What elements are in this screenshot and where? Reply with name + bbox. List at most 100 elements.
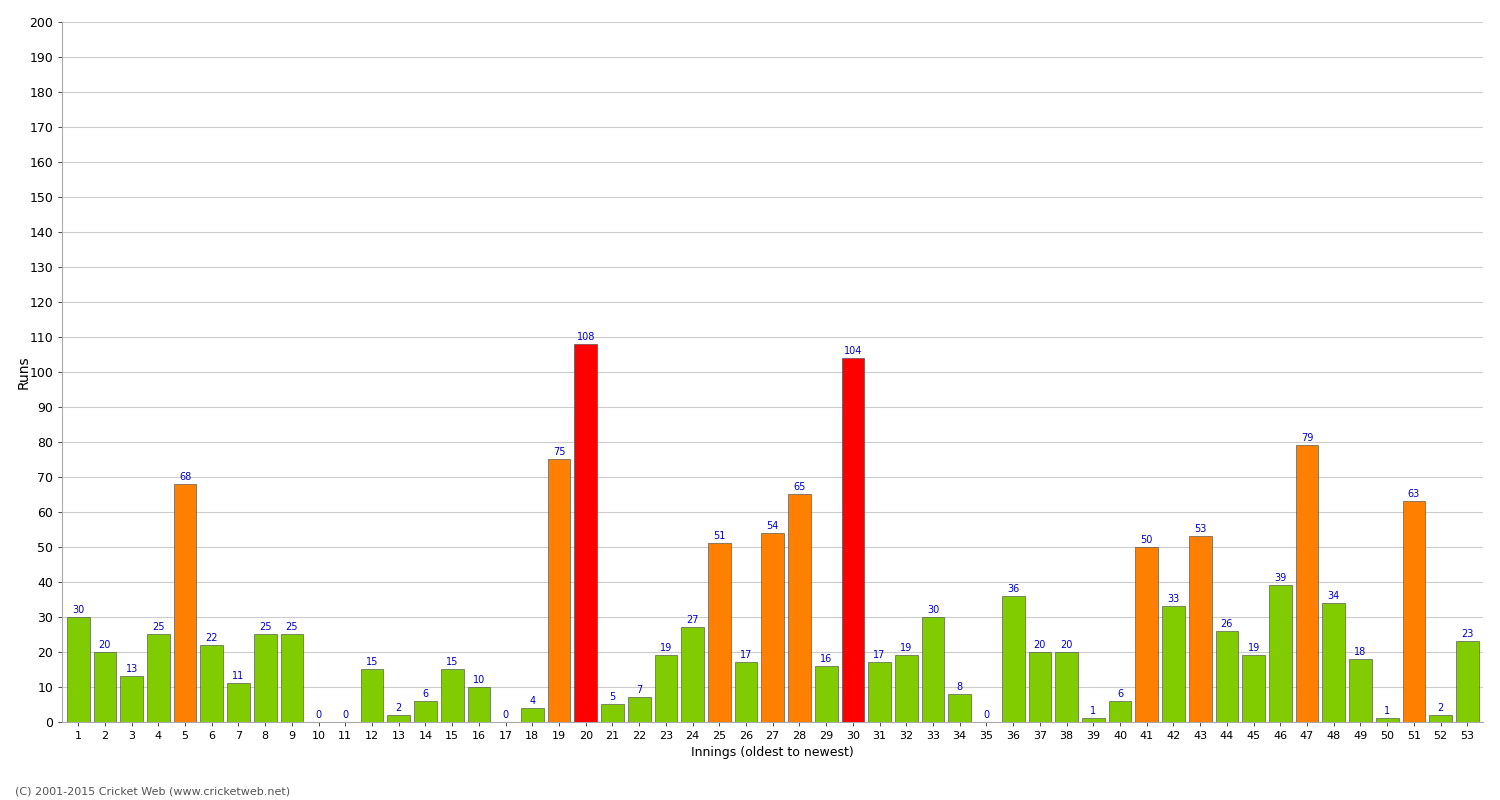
- Bar: [520, 708, 543, 722]
- Bar: [1082, 718, 1104, 722]
- Text: 65: 65: [794, 482, 806, 493]
- Bar: [1215, 630, 1237, 722]
- Text: 25: 25: [260, 622, 272, 633]
- Y-axis label: Runs: Runs: [16, 355, 30, 389]
- Bar: [548, 459, 570, 722]
- Text: 68: 68: [178, 472, 190, 482]
- Text: 20: 20: [1060, 640, 1072, 650]
- Text: 0: 0: [984, 710, 990, 720]
- Text: 0: 0: [315, 710, 321, 720]
- Bar: [896, 655, 918, 722]
- Text: 19: 19: [900, 643, 912, 654]
- Bar: [762, 533, 784, 722]
- Bar: [1456, 642, 1479, 722]
- Bar: [788, 494, 812, 722]
- Text: 15: 15: [446, 658, 459, 667]
- Text: 10: 10: [472, 675, 484, 685]
- Text: 30: 30: [72, 605, 84, 615]
- Bar: [414, 701, 436, 722]
- Text: 36: 36: [1007, 584, 1020, 594]
- Bar: [1376, 718, 1398, 722]
- Text: 54: 54: [766, 521, 778, 531]
- Bar: [574, 344, 597, 722]
- Text: 17: 17: [873, 650, 886, 661]
- Text: 23: 23: [1461, 630, 1473, 639]
- Bar: [254, 634, 276, 722]
- Text: 39: 39: [1274, 574, 1287, 583]
- Bar: [921, 617, 945, 722]
- Bar: [1402, 502, 1425, 722]
- Bar: [708, 543, 730, 722]
- Bar: [1323, 602, 1346, 722]
- Bar: [815, 666, 837, 722]
- Text: 16: 16: [821, 654, 833, 664]
- Bar: [201, 645, 223, 722]
- Text: 15: 15: [366, 658, 378, 667]
- Text: 6: 6: [1118, 689, 1124, 699]
- Bar: [628, 698, 651, 722]
- Text: 30: 30: [927, 605, 939, 615]
- Bar: [226, 683, 251, 722]
- Text: 6: 6: [423, 689, 429, 699]
- Text: 13: 13: [126, 665, 138, 674]
- Text: 0: 0: [503, 710, 509, 720]
- Bar: [654, 655, 676, 722]
- X-axis label: Innings (oldest to newest): Innings (oldest to newest): [692, 746, 853, 759]
- Text: 33: 33: [1167, 594, 1179, 605]
- Bar: [948, 694, 970, 722]
- Text: 17: 17: [740, 650, 752, 661]
- Bar: [1162, 606, 1185, 722]
- Bar: [1430, 714, 1452, 722]
- Bar: [468, 686, 490, 722]
- Bar: [1054, 652, 1078, 722]
- Text: 50: 50: [1140, 535, 1154, 545]
- Text: 8: 8: [957, 682, 963, 692]
- Bar: [842, 358, 864, 722]
- Text: 1: 1: [1090, 706, 1096, 717]
- Text: 4: 4: [530, 696, 536, 706]
- Bar: [147, 634, 170, 722]
- Bar: [93, 652, 116, 722]
- Bar: [1269, 586, 1292, 722]
- Text: 34: 34: [1328, 591, 1340, 601]
- Bar: [1029, 652, 1051, 722]
- Text: 104: 104: [843, 346, 862, 356]
- Text: 108: 108: [576, 332, 596, 342]
- Text: 19: 19: [660, 643, 672, 654]
- Text: 79: 79: [1300, 434, 1312, 443]
- Bar: [68, 617, 90, 722]
- Bar: [174, 484, 196, 722]
- Bar: [1136, 546, 1158, 722]
- Text: 53: 53: [1194, 525, 1206, 534]
- Bar: [1242, 655, 1264, 722]
- Text: (C) 2001-2015 Cricket Web (www.cricketweb.net): (C) 2001-2015 Cricket Web (www.cricketwe…: [15, 786, 290, 796]
- Text: 0: 0: [342, 710, 348, 720]
- Text: 25: 25: [285, 622, 298, 633]
- Bar: [1190, 536, 1212, 722]
- Text: 63: 63: [1408, 490, 1420, 499]
- Bar: [280, 634, 303, 722]
- Text: 5: 5: [609, 693, 615, 702]
- Bar: [120, 676, 142, 722]
- Text: 75: 75: [554, 447, 566, 458]
- Bar: [735, 662, 758, 722]
- Text: 22: 22: [206, 633, 218, 643]
- Bar: [868, 662, 891, 722]
- Text: 20: 20: [1034, 640, 1046, 650]
- Text: 27: 27: [687, 615, 699, 626]
- Text: 51: 51: [712, 531, 726, 542]
- Bar: [360, 670, 384, 722]
- Bar: [602, 704, 624, 722]
- Text: 25: 25: [152, 622, 165, 633]
- Bar: [441, 670, 464, 722]
- Text: 18: 18: [1354, 647, 1366, 657]
- Text: 26: 26: [1221, 619, 1233, 629]
- Text: 2: 2: [1437, 703, 1443, 713]
- Bar: [1296, 446, 1318, 722]
- Text: 2: 2: [396, 703, 402, 713]
- Text: 19: 19: [1248, 643, 1260, 654]
- Bar: [1348, 658, 1372, 722]
- Bar: [1002, 596, 1025, 722]
- Text: 1: 1: [1384, 706, 1390, 717]
- Text: 20: 20: [99, 640, 111, 650]
